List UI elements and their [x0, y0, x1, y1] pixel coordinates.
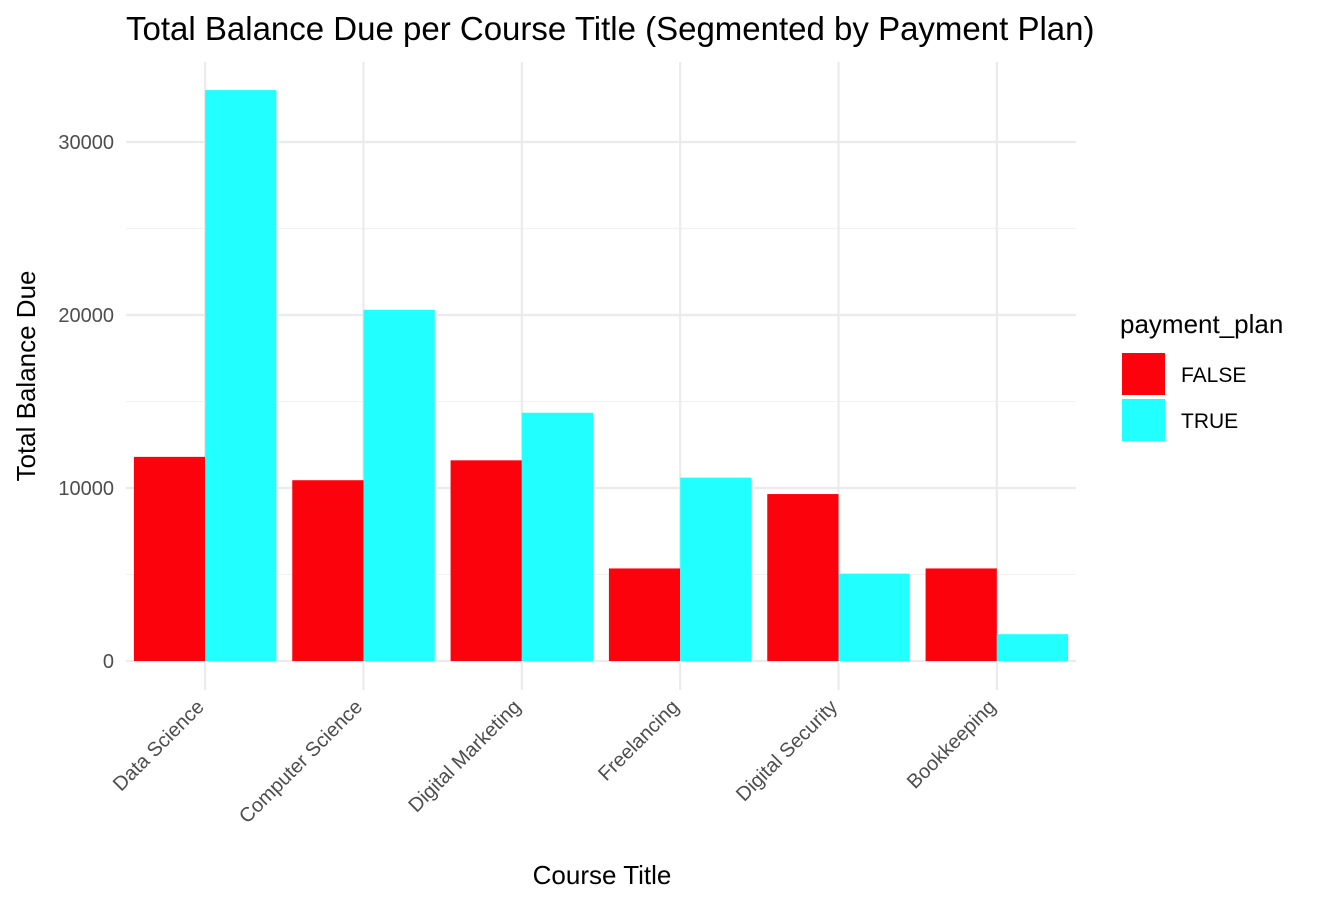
- x-tick-label: Bookkeeping: [903, 696, 1000, 793]
- x-tick-label: Digital Marketing: [404, 696, 525, 817]
- bar-false-digital-security: [767, 494, 839, 661]
- bar-true-bookkeeping: [996, 634, 1069, 661]
- minor-gridlines: [126, 227, 1076, 576]
- y-tick-label: 0: [103, 651, 114, 673]
- x-tick-labels: Data Science Computer Science Digital Mark…: [109, 696, 1000, 828]
- bar-true-digital-marketing: [521, 412, 594, 661]
- y-axis-title: Total Balance Due: [11, 270, 41, 481]
- x-tick-label: Data Science: [109, 696, 209, 796]
- bar-false-bookkeeping: [925, 568, 997, 661]
- bar-true-digital-security: [838, 573, 910, 661]
- x-tick-label: Freelancing: [594, 696, 683, 785]
- bar-false-computer-science: [292, 480, 364, 661]
- bar-false-data-science: [133, 456, 206, 661]
- bar-false-freelancing: [608, 568, 681, 661]
- y-tick-label: 20000: [58, 305, 114, 327]
- y-tick-labels: 0 10000 20000 30000: [58, 132, 114, 673]
- y-tick-label: 30000: [58, 132, 114, 154]
- x-tick-label: Computer Science: [235, 696, 367, 828]
- bars: [133, 90, 1069, 662]
- legend-label-true: TRUE: [1181, 410, 1238, 433]
- y-tick-label: 10000: [58, 478, 114, 500]
- bar-true-freelancing: [680, 477, 752, 661]
- x-tick-label: Digital Security: [732, 696, 842, 806]
- bar-false-digital-marketing: [450, 460, 522, 661]
- legend-title: payment_plan: [1120, 309, 1283, 339]
- legend-swatch-true: [1122, 399, 1165, 441]
- bar-true-computer-science: [363, 309, 435, 661]
- x-axis-title: Course Title: [533, 860, 672, 890]
- chart-title: Total Balance Due per Course Title (Segm…: [126, 10, 1095, 47]
- legend-label-false: FALSE: [1181, 364, 1246, 387]
- legend: payment_plan FALSE TRUE: [1120, 309, 1283, 441]
- legend-swatch-false: [1122, 353, 1165, 395]
- bar-true-data-science: [205, 90, 277, 662]
